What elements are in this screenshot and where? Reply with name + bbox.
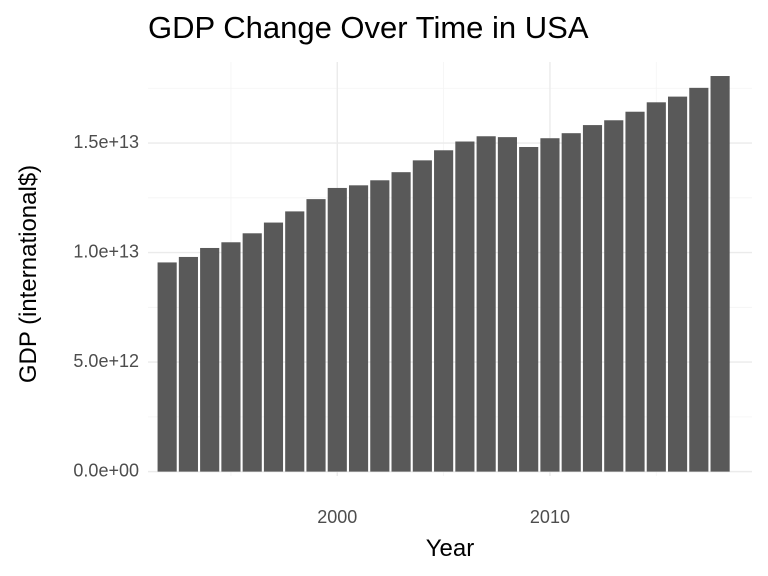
- bar: [200, 247, 220, 472]
- bar: [242, 233, 262, 472]
- bar: [412, 160, 432, 472]
- bar: [306, 199, 326, 472]
- y-tick-label: 1.5e+13: [73, 132, 139, 152]
- chart-title: GDP Change Over Time in USA: [148, 10, 589, 45]
- bar: [157, 262, 177, 472]
- bar: [285, 211, 305, 472]
- bar: [625, 111, 645, 472]
- bar: [582, 125, 603, 472]
- x-axis-ticks: 2000 2010: [317, 507, 570, 527]
- bar: [348, 185, 369, 472]
- x-tick-label: 2000: [317, 507, 357, 527]
- bar: [327, 187, 347, 472]
- bar: [646, 102, 666, 472]
- y-tick-label: 5.0e+12: [73, 351, 139, 371]
- bar: [434, 150, 454, 472]
- bar: [497, 137, 517, 472]
- bar: [689, 87, 709, 472]
- x-tick-label: 2010: [530, 507, 570, 527]
- x-axis-label: Year: [426, 535, 475, 562]
- bar: [561, 133, 581, 472]
- bar: [604, 120, 624, 472]
- y-axis-label: GDP (international$): [15, 165, 42, 383]
- bar: [519, 146, 539, 472]
- bar: [221, 242, 241, 472]
- bar: [540, 138, 560, 472]
- bar: [476, 136, 496, 472]
- y-axis-ticks: 0.0e+00 5.0e+12 1.0e+13 1.5e+13: [73, 132, 139, 481]
- bar: [263, 222, 284, 472]
- bar: [178, 256, 198, 472]
- bar-series: [157, 76, 730, 472]
- bar: [667, 96, 688, 472]
- bar: [455, 141, 475, 472]
- bar: [391, 172, 411, 472]
- y-tick-label: 1.0e+13: [73, 241, 139, 261]
- bar: [710, 76, 730, 472]
- y-tick-label: 0.0e+00: [73, 460, 139, 480]
- bar: [370, 180, 390, 472]
